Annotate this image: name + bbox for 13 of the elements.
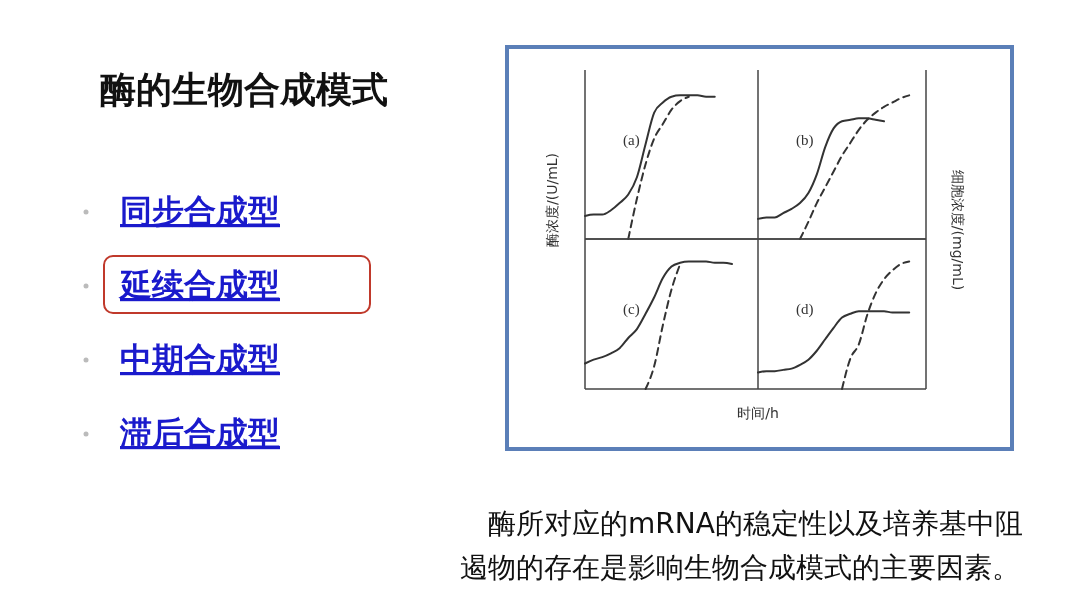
category-label: 延续合成型 (118, 266, 280, 304)
text: 酶的生物合成模式 (100, 69, 388, 110)
category-label: 同步合成型 (120, 192, 280, 230)
text: (d) (796, 301, 814, 318)
text: (c) (623, 301, 640, 318)
text: 酶所对应的mRNA的稳定性以及培养基中阻遏物的存在是影响生物合成模式的主要因素。 (460, 507, 1023, 584)
text: (b) (796, 132, 814, 149)
text: (a) (623, 132, 640, 149)
category-label: 中期合成型 (120, 340, 280, 378)
category-label: 滞后合成型 (119, 414, 280, 452)
y-axis-title: 酶浓度/(U/mL) (544, 152, 560, 248)
y2-axis-title: 细胞浓度/(mg/mL) (950, 169, 966, 291)
x-axis-title: 时间/h (737, 405, 779, 421)
